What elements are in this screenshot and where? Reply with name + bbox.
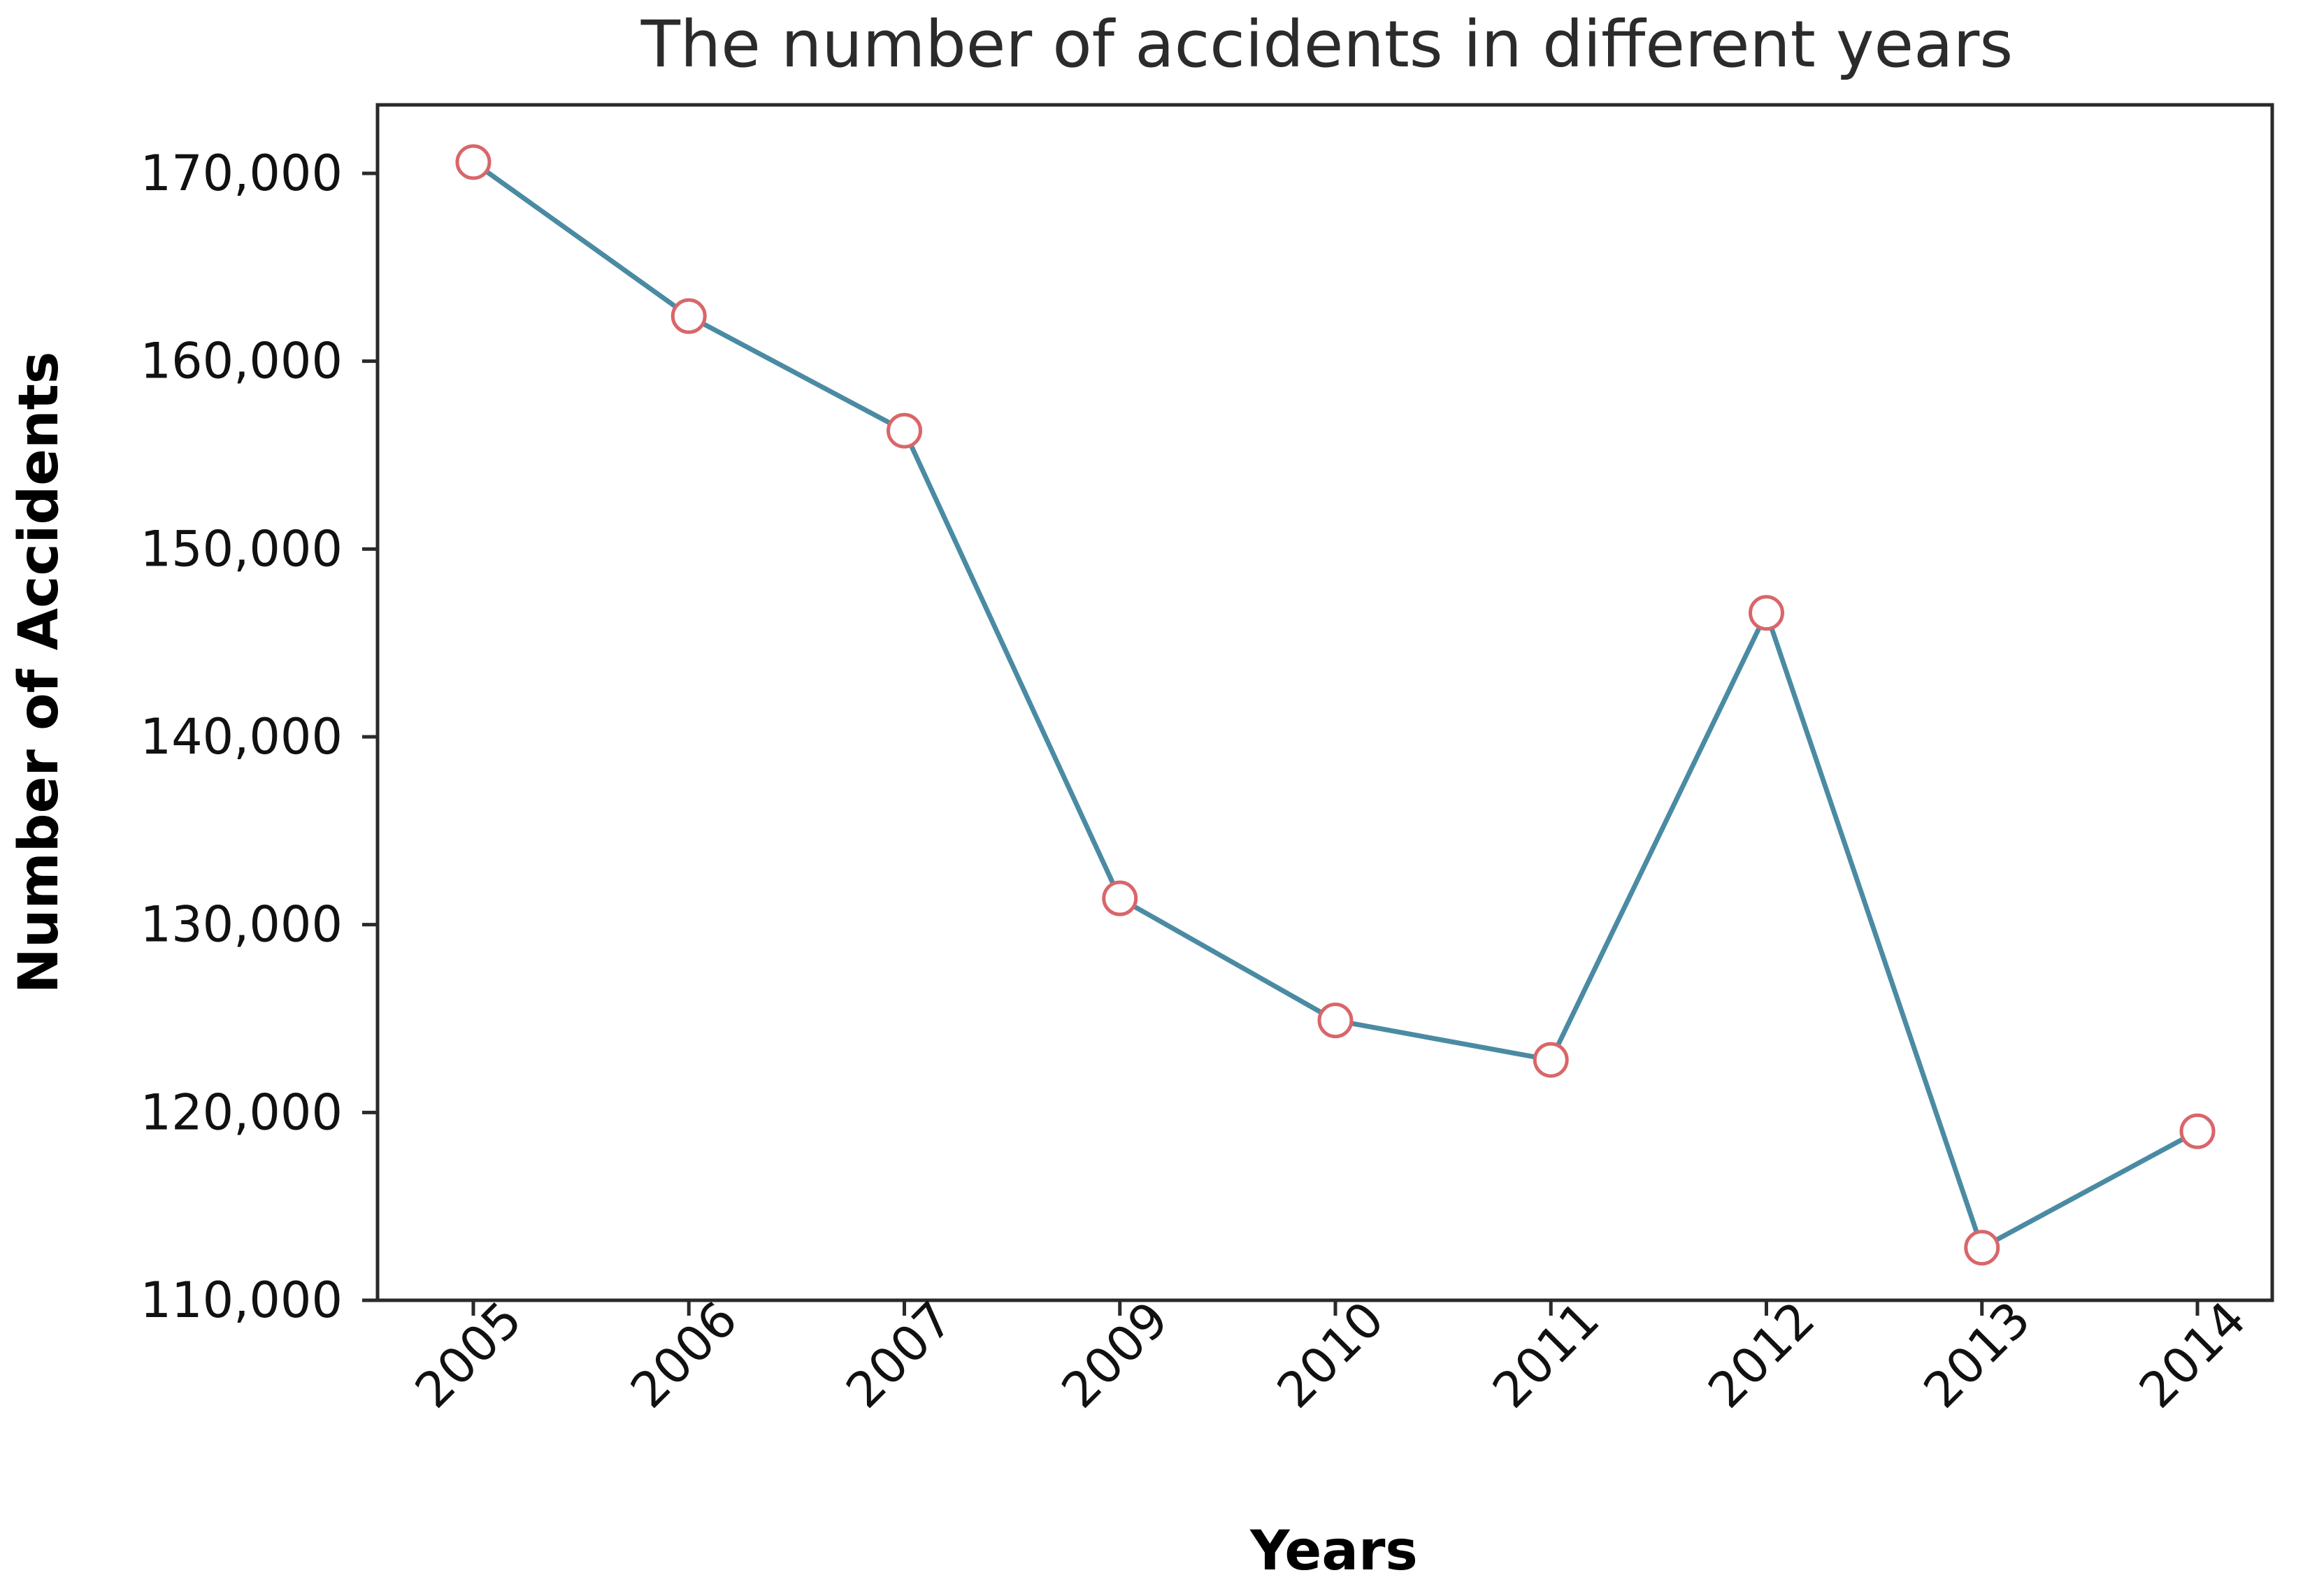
data-point-2006 (670, 298, 707, 334)
y-tick-label: 170,000 (141, 145, 343, 202)
x-tick-label: 2010 (1266, 1291, 1395, 1419)
y-axis: 110,000 120,000 130,000 140,000 150,000 160,0… (141, 145, 378, 1329)
data-point-2011 (1533, 1042, 1569, 1078)
x-axis-label: Years (1249, 1520, 1418, 1583)
chart-title: The number of accidents in different yea… (640, 7, 2014, 82)
x-tick-label: 2007 (835, 1291, 964, 1419)
x-tick-label: 2014 (2128, 1291, 2257, 1419)
x-tick-label: 2012 (1698, 1291, 1826, 1419)
data-point-2013 (1964, 1230, 2000, 1266)
data-point-2014 (2179, 1113, 2216, 1149)
y-tick-label: 110,000 (141, 1272, 343, 1329)
x-tick-label: 2011 (1481, 1291, 1610, 1419)
x-tick-label: 2006 (619, 1291, 748, 1419)
y-tick-label: 150,000 (141, 520, 343, 577)
data-point-2007 (887, 412, 922, 449)
x-tick-label: 2009 (1051, 1291, 1179, 1419)
y-axis-label: Number of Accidents (8, 352, 71, 994)
y-tick-label: 140,000 (141, 708, 343, 765)
y-tick-label: 130,000 (141, 896, 343, 954)
x-tick-label: 2013 (1913, 1291, 2042, 1419)
series-layer (455, 144, 2216, 1266)
x-tick-label: 2005 (404, 1291, 533, 1419)
data-point-2010 (1317, 1002, 1354, 1039)
data-point-2005 (455, 144, 492, 180)
data-point-2012 (1749, 595, 1784, 631)
plot-area-frame (375, 103, 2274, 1302)
x-axis: 2005 2006 2007 2009 2010 2011 2012 2013 2014 (404, 1291, 2257, 1419)
data-point-2009 (1102, 880, 1138, 916)
y-tick-label: 120,000 (141, 1084, 343, 1141)
y-tick-label: 160,000 (141, 333, 343, 390)
